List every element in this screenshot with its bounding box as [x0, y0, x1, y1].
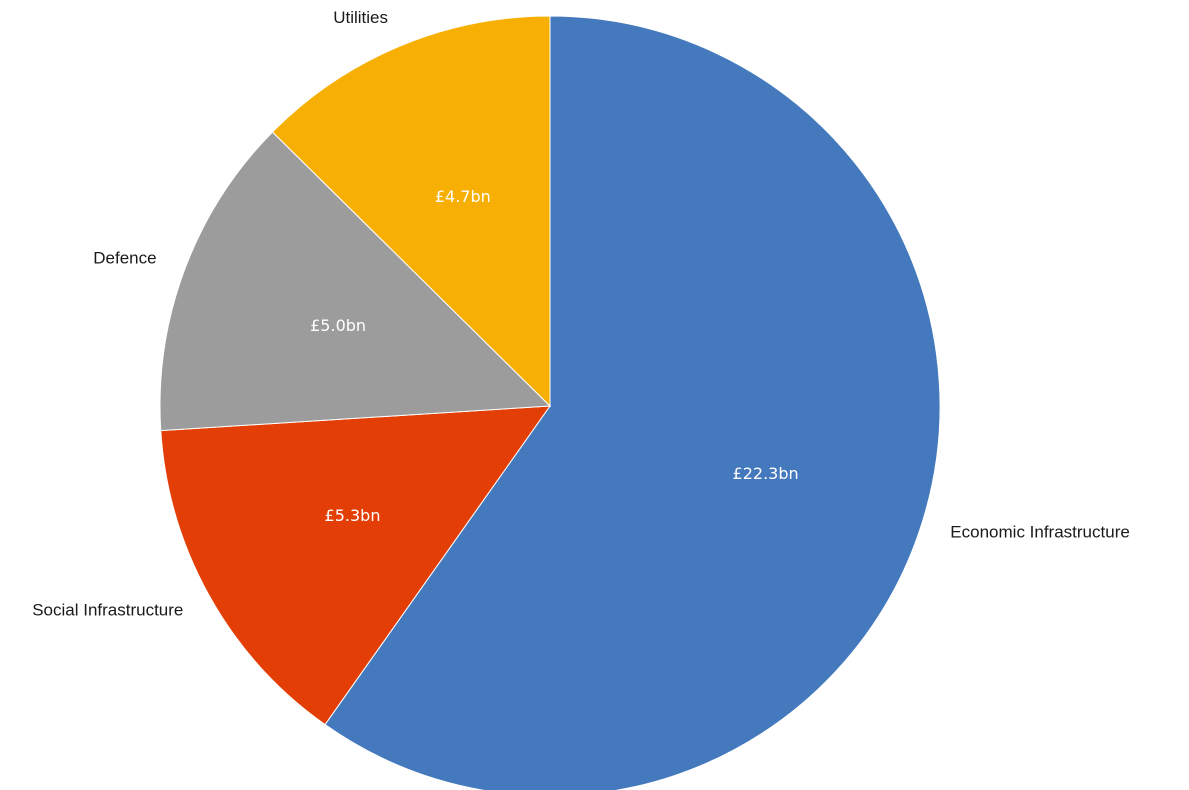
category-labels: Economic Infrastructure Social Infrastruc… — [32, 8, 1130, 619]
value-label-utilities: £4.7bn — [435, 187, 491, 206]
value-labels: £22.3bn £5.3bn £5.0bn £4.7bn — [310, 187, 799, 525]
pie-slices — [159, 15, 941, 790]
category-label-defence: Defence — [93, 248, 156, 267]
category-label-economic-infrastructure: Economic Infrastructure — [950, 523, 1130, 542]
pie-slice-defence — [159, 131, 552, 432]
pie-slice-social-infrastructure — [160, 405, 552, 726]
value-label-social-infrastructure: £5.3bn — [325, 506, 381, 525]
category-label-social-infrastructure: Social Infrastructure — [32, 600, 183, 619]
value-label-defence: £5.0bn — [310, 316, 366, 335]
value-label-economic-infrastructure: £22.3bn — [733, 464, 799, 483]
pie-slice-economic-infrastructure — [324, 15, 941, 790]
pie-slice-utilities — [271, 15, 551, 408]
category-label-utilities: Utilities — [333, 8, 388, 27]
